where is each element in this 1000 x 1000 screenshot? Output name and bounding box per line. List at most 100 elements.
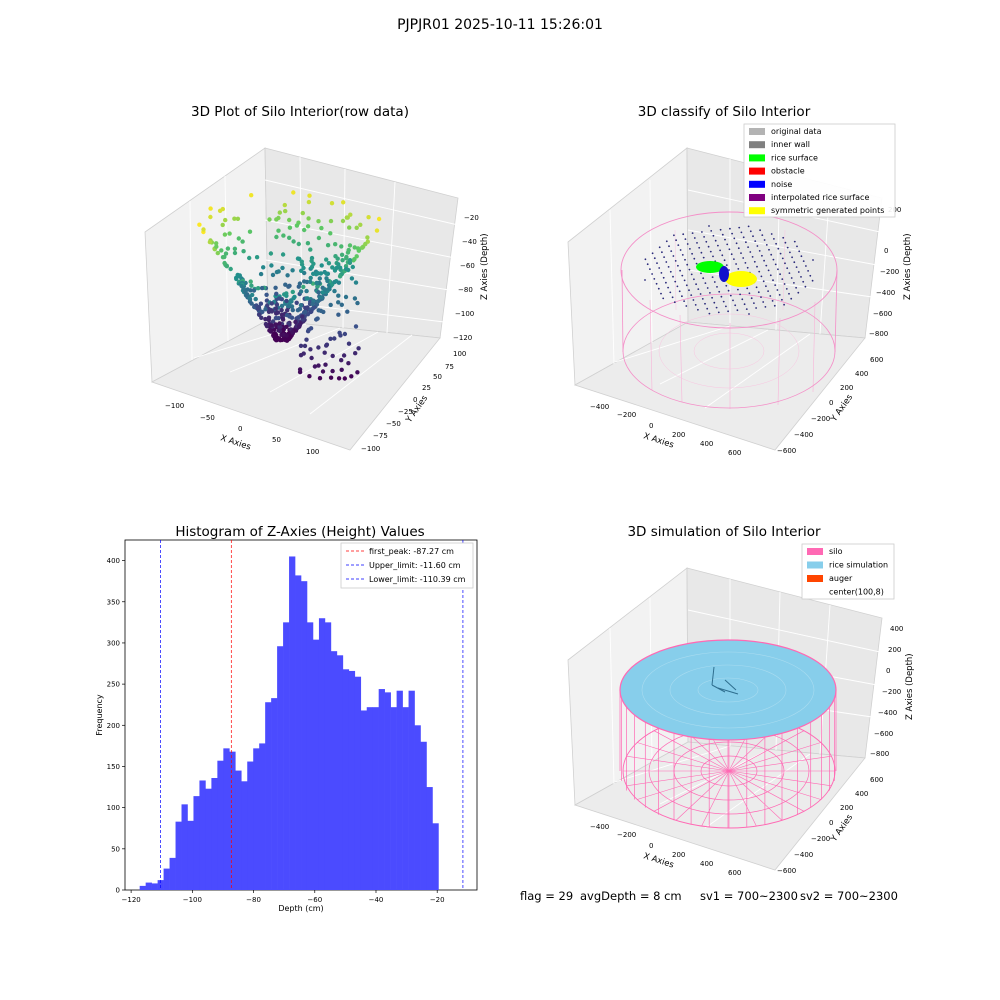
histogram-bar xyxy=(175,821,182,890)
plot2-surface-point xyxy=(646,263,649,266)
plot2-surface-point xyxy=(678,290,681,293)
plot1-point xyxy=(337,274,343,279)
plot1-point xyxy=(354,254,359,259)
plot1-point xyxy=(308,275,313,281)
plot2-surface-point xyxy=(738,226,741,229)
plot1-point xyxy=(344,256,349,261)
plot1-point xyxy=(324,257,329,262)
plot4-auger xyxy=(711,666,739,695)
plot2-surface-point xyxy=(681,274,684,277)
plot1-point xyxy=(270,272,276,278)
plot2-ztick: −800 xyxy=(869,330,888,338)
plot1-point xyxy=(236,236,241,241)
plot2-surface-point xyxy=(809,274,812,277)
plot2-surface-point xyxy=(701,231,703,233)
plot4-ztick: −400 xyxy=(878,709,897,717)
plot2-surface-point xyxy=(706,287,709,289)
plot2-surface-point xyxy=(737,268,740,270)
plot1-point xyxy=(328,218,334,224)
histogram-bar xyxy=(384,692,391,890)
plot1-point xyxy=(266,317,271,323)
plot2-surface-point xyxy=(690,294,693,296)
plot1-xtick: 0 xyxy=(238,425,242,433)
histogram-bar xyxy=(402,707,409,890)
plot2-surface-point xyxy=(672,275,674,278)
plot1-point xyxy=(349,276,355,281)
histogram-bar xyxy=(247,761,254,890)
histogram-x-tick-label: −80 xyxy=(246,896,261,904)
plot1-point xyxy=(256,305,262,310)
plot2-surface-point xyxy=(800,255,803,258)
plot2-surface-point xyxy=(658,267,661,269)
plot2-surface-point xyxy=(713,281,716,283)
plot2-surface-point xyxy=(735,242,738,245)
plot2-surface-point xyxy=(742,257,745,259)
plot1-point xyxy=(293,319,298,325)
plot4-ytick: −600 xyxy=(777,867,796,875)
plot1-point xyxy=(325,243,331,248)
plot2-surface-point xyxy=(783,283,786,285)
plot1-point xyxy=(263,307,268,312)
plot1-point xyxy=(285,273,290,278)
plot2-surface-point xyxy=(677,244,680,247)
plot1-point xyxy=(341,353,347,358)
plot4-xtick: 200 xyxy=(672,851,685,859)
plot1-point xyxy=(336,376,342,381)
plot1-point xyxy=(261,265,266,270)
plot1-point xyxy=(315,316,320,321)
plot2-surface-point xyxy=(749,230,752,233)
plot2-ytick: 0 xyxy=(829,399,833,407)
plot2-surface-point xyxy=(682,233,685,236)
plot1-ytick: −75 xyxy=(373,432,388,440)
plot2-surface-point xyxy=(745,241,747,244)
plot2-surface-point xyxy=(782,236,785,239)
plot1-point xyxy=(258,271,264,277)
plot2-legend-label: symmetric generated points xyxy=(771,206,884,215)
histogram-bar xyxy=(211,778,218,890)
plot1-point xyxy=(298,289,304,294)
histogram-bar xyxy=(342,669,350,890)
plot2-legend-swatch xyxy=(749,141,765,149)
plot2-surface-point xyxy=(715,306,718,309)
plot4-radial-line xyxy=(626,755,730,772)
plot1-point xyxy=(336,312,341,317)
plot2-surface-point xyxy=(679,269,681,272)
plot4-legend-label: rice simulation xyxy=(829,561,888,570)
histogram-bar xyxy=(193,796,200,890)
plot1-ytick: −25 xyxy=(398,408,413,416)
plot1-point xyxy=(273,306,279,311)
plot2-surface-point xyxy=(748,292,751,295)
plot2-surface-point xyxy=(722,300,725,303)
plot2-surface-point xyxy=(700,251,703,254)
plot1-point xyxy=(347,225,352,230)
plot2-surface-point xyxy=(672,255,675,257)
plot1-point xyxy=(306,199,312,205)
plot2-surface-point xyxy=(725,305,727,308)
plot4-legend-label: silo xyxy=(829,547,843,556)
histogram-bar xyxy=(241,781,248,890)
plot1-point xyxy=(306,216,311,221)
plot1-point xyxy=(356,248,361,253)
plot1-point xyxy=(247,255,252,261)
plot2-surface-point xyxy=(734,304,737,307)
histogram-bar xyxy=(420,741,427,890)
plot1-point xyxy=(318,271,324,276)
plot1-point xyxy=(328,375,334,380)
plot2-surface-point xyxy=(793,261,796,264)
plot2-surface-point xyxy=(698,246,701,249)
histogram-bar xyxy=(414,725,421,890)
plot2-surface-point xyxy=(791,256,793,259)
plot2-ztick: −400 xyxy=(876,289,895,297)
plot2-surface-point xyxy=(697,288,700,290)
plot2-surface-point xyxy=(797,271,800,273)
plot2-surface-point xyxy=(756,265,758,268)
plot2-surface-point xyxy=(755,307,757,309)
plot4-radial-line xyxy=(728,770,832,787)
plot1-point xyxy=(274,269,280,275)
histogram-bar xyxy=(205,788,212,890)
histogram-bar xyxy=(372,707,379,890)
plot2-surface-point xyxy=(660,292,662,295)
plot1-point xyxy=(274,217,279,222)
plot1-point xyxy=(308,347,313,352)
histogram-y-tick-label: 350 xyxy=(107,598,120,606)
